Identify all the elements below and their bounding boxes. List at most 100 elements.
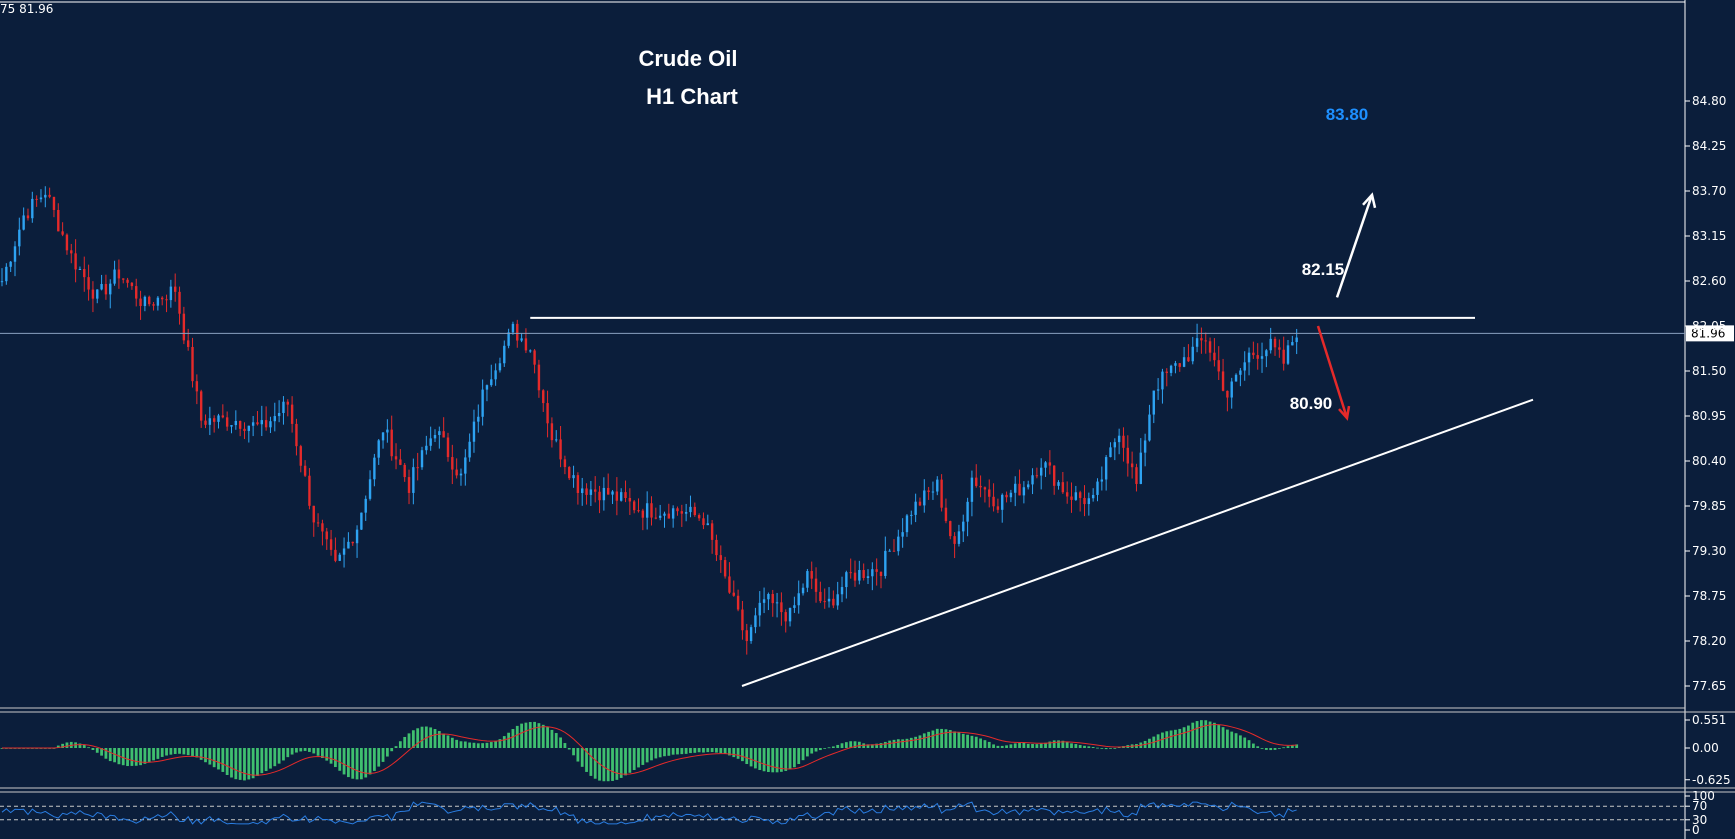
- candle-body: [684, 512, 688, 514]
- candle-body: [433, 435, 437, 439]
- candle-body: [65, 234, 69, 251]
- candle-body: [693, 506, 696, 516]
- macd-bar: [836, 744, 840, 748]
- candle-body: [1191, 346, 1194, 362]
- candle-body: [1156, 389, 1160, 391]
- candle-body: [542, 390, 545, 404]
- macd-bar: [78, 743, 82, 748]
- macd-bar: [628, 748, 632, 773]
- candle-body: [57, 209, 60, 232]
- macd-bar: [264, 748, 268, 772]
- candle-body: [940, 479, 943, 508]
- price-tick-label: 78.75: [1692, 589, 1726, 603]
- candle-body: [862, 570, 865, 579]
- candle-body: [918, 501, 922, 506]
- macd-bar: [1070, 743, 1073, 748]
- candle-body: [1091, 494, 1095, 499]
- macd-bar: [269, 748, 272, 769]
- candle-body: [1040, 467, 1043, 476]
- candle-body: [96, 289, 99, 299]
- price-tick-label: 82.60: [1692, 274, 1726, 288]
- candle-body: [689, 506, 692, 513]
- macd-bar: [801, 748, 805, 761]
- macd-bar: [1052, 740, 1056, 748]
- candle-body: [836, 594, 839, 606]
- candle-body: [875, 569, 878, 572]
- candle-body: [238, 420, 242, 429]
- macd-bar: [121, 748, 125, 766]
- macd-bar: [459, 741, 463, 748]
- macd-bar: [61, 743, 65, 748]
- candle-body: [1031, 475, 1034, 485]
- candle-body: [100, 283, 103, 290]
- macd-bar: [212, 748, 216, 768]
- candle-body: [1260, 356, 1264, 359]
- candle-body: [1247, 352, 1251, 363]
- macd-bar: [554, 733, 558, 748]
- candle-body: [1234, 374, 1238, 382]
- candle-body: [905, 515, 909, 533]
- macd-bar: [247, 748, 251, 780]
- macd-bar: [1000, 745, 1004, 748]
- macd-tick-label: -0.625: [1692, 773, 1731, 787]
- candle-body: [628, 498, 632, 502]
- candle-body: [1213, 352, 1216, 361]
- macd-bar: [1165, 731, 1169, 748]
- candle-body: [650, 503, 653, 518]
- macd-bar: [1113, 748, 1117, 749]
- macd-bar: [455, 739, 459, 748]
- candle-body: [814, 578, 818, 592]
- macd-bar: [814, 748, 818, 752]
- macd-bar: [1057, 740, 1060, 748]
- macd-bar: [113, 748, 116, 763]
- macd-bar: [957, 732, 961, 748]
- macd-bar: [1191, 722, 1195, 748]
- candle-body: [230, 425, 233, 427]
- candle-body: [355, 529, 359, 544]
- macd-bar: [450, 737, 454, 748]
- candle-body: [1195, 338, 1199, 347]
- macd-bar: [663, 748, 666, 757]
- macd-bar: [437, 731, 441, 748]
- macd-bar: [446, 735, 450, 748]
- candle-body: [429, 438, 432, 446]
- candle-body: [801, 587, 805, 594]
- candle-body: [658, 515, 662, 518]
- macd-tick-label: 0.00: [1692, 741, 1719, 755]
- candle-body: [52, 196, 56, 210]
- candle-body: [797, 593, 800, 606]
- macd-bar: [1104, 748, 1108, 750]
- macd-bar: [251, 748, 255, 779]
- candle-body: [927, 490, 930, 492]
- candle-body: [576, 475, 580, 493]
- macd-bar: [961, 733, 965, 748]
- candle-body: [0, 281, 4, 283]
- candle-body: [446, 437, 450, 458]
- macd-bar: [671, 748, 675, 755]
- macd-bar: [191, 748, 194, 757]
- candle-body: [1208, 341, 1212, 353]
- candle-body: [364, 498, 367, 513]
- candle-body: [390, 429, 393, 457]
- macd-bar: [1208, 721, 1212, 748]
- macd-bar: [1182, 727, 1186, 748]
- candle-body: [810, 571, 813, 579]
- up-arrowhead-icon: [1362, 192, 1377, 209]
- candle-body: [1052, 465, 1056, 486]
- macd-bar: [823, 748, 827, 749]
- macd-bar: [693, 748, 697, 753]
- current-price-label: 81.96: [1691, 326, 1725, 340]
- candle-body: [386, 429, 389, 433]
- macd-bar: [372, 748, 376, 771]
- macd-bar: [866, 744, 870, 748]
- candle-body: [645, 503, 649, 518]
- candle-body: [555, 439, 558, 441]
- macd-bar: [918, 735, 922, 748]
- macd-bar: [65, 742, 69, 748]
- candle-body: [654, 517, 658, 519]
- macd-bar: [805, 748, 809, 757]
- macd-bar: [130, 748, 134, 766]
- candle-body: [1113, 442, 1117, 448]
- candle-body: [122, 278, 125, 280]
- chart-title: Crude Oil: [638, 46, 737, 71]
